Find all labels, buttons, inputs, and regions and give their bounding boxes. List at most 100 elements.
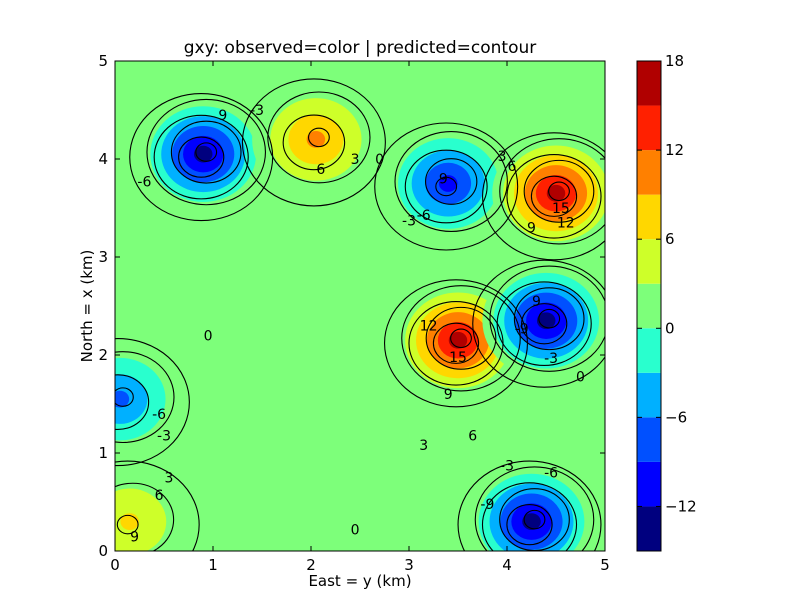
contour-label: 15	[449, 350, 467, 366]
contour-label: -6	[137, 175, 151, 191]
contour-label: 3	[419, 438, 428, 454]
contour-line	[523, 159, 595, 223]
contour-label: 9	[527, 221, 536, 237]
x-tick-label: 2	[306, 556, 316, 574]
contour-line	[146, 98, 266, 206]
colorbar-tick-label: −12	[665, 497, 697, 515]
contour-label: 6	[468, 428, 477, 444]
colorbar-segment	[637, 150, 661, 195]
contour-label: 6	[316, 162, 325, 178]
field-band	[115, 488, 167, 551]
contour-line	[481, 482, 578, 551]
x-tick-label: 0	[110, 556, 120, 574]
colorbar-segment	[637, 417, 661, 462]
colorbar-segment	[637, 461, 661, 507]
colorbar: −12 −6 0 6 12 18	[636, 52, 697, 552]
contour-label: -9	[515, 322, 529, 338]
contour-label: 3	[498, 149, 507, 165]
field-band	[115, 374, 148, 424]
contour-line	[506, 503, 553, 546]
contour-labels: 9 -3-663 09-6-33691512012159-9-30963-6-336…	[130, 103, 585, 545]
contour-line	[115, 351, 175, 444]
contour-label: 3	[351, 152, 360, 168]
y-tick-label: 4	[98, 150, 108, 168]
contour-line	[401, 285, 521, 392]
contour-label: -6	[417, 208, 431, 224]
colorbar-segment	[637, 194, 661, 240]
contour-line	[513, 287, 585, 351]
colorbar-tick-label: 0	[665, 319, 675, 337]
colorbar-frame	[636, 60, 662, 552]
plot-frame	[114, 60, 606, 552]
contour-label: -3	[157, 428, 171, 444]
y-tick-label: 1	[98, 444, 108, 462]
contour-line	[472, 259, 605, 388]
contour-label: 6	[155, 488, 164, 504]
contour-label: 15	[552, 201, 570, 217]
contour-line	[548, 181, 570, 202]
x-tick-label: 1	[208, 556, 218, 574]
colorbar-tick-label: −6	[665, 408, 687, 426]
chart-title: gxy: observed=color | predicted=contour	[184, 38, 537, 58]
contour-label: 6	[507, 159, 516, 175]
contour-line	[457, 460, 602, 551]
contour-lines	[115, 78, 605, 551]
plot-area: 9 -3-663 09-6-33691512012159-9-30963-6-336…	[115, 61, 605, 551]
contour-label: -9	[480, 497, 494, 513]
contour-line	[489, 265, 605, 372]
y-axis-label: North = x (km)	[78, 250, 96, 363]
y-tick-label: 2	[98, 346, 108, 364]
contour-line	[432, 322, 480, 364]
contour-label: 9	[444, 387, 453, 403]
y-tick-label: 0	[98, 542, 108, 560]
contour-line	[115, 482, 175, 551]
contour-line	[374, 122, 519, 251]
x-tick-label: 4	[502, 556, 512, 574]
contour-label: 12	[420, 319, 438, 335]
contour-line	[115, 338, 190, 467]
contour-line	[404, 149, 488, 224]
contour-line	[496, 281, 592, 367]
colorbar-segment	[637, 328, 661, 373]
contour-label: 9	[439, 172, 448, 188]
contour-line	[115, 374, 150, 430]
contour-label: -3	[250, 103, 264, 119]
x-tick-label: 3	[404, 556, 414, 574]
contour-line	[530, 175, 578, 217]
contour-line	[523, 509, 546, 530]
contour-line	[482, 132, 605, 261]
colorbar-tick-label: 12	[665, 141, 684, 159]
contour-line	[267, 91, 371, 184]
contour-label: 9	[130, 529, 139, 545]
contour-label: 0	[351, 522, 360, 538]
y-tick-label: 5	[98, 52, 108, 70]
contour-line	[499, 138, 605, 245]
x-tick-label: 5	[600, 556, 610, 574]
contour-line	[282, 114, 346, 171]
contour-line	[241, 78, 386, 207]
contour-line	[170, 120, 242, 184]
contour-label: -6	[544, 466, 558, 482]
colorbar-segment	[637, 105, 661, 151]
contour-label: -3	[544, 351, 558, 367]
field-band	[115, 390, 130, 408]
contour-label: -6	[152, 407, 166, 423]
contour-line	[506, 153, 602, 239]
colorbar-segment	[637, 239, 661, 284]
contour-label: 12	[557, 216, 575, 232]
contour-label: 0	[375, 152, 384, 168]
contour-label: 0	[204, 328, 213, 344]
contour-label: 9	[532, 294, 541, 310]
contour-label: 3	[164, 471, 173, 487]
contour-line	[450, 328, 472, 349]
contour-line	[435, 176, 458, 197]
contour-line	[116, 514, 139, 535]
contour-line	[538, 308, 561, 329]
contour-line	[394, 131, 508, 232]
contour-label: -3	[500, 459, 514, 475]
contour-line	[195, 142, 218, 162]
colorbar-tick-label: 18	[665, 52, 684, 70]
contour-line	[178, 136, 225, 178]
